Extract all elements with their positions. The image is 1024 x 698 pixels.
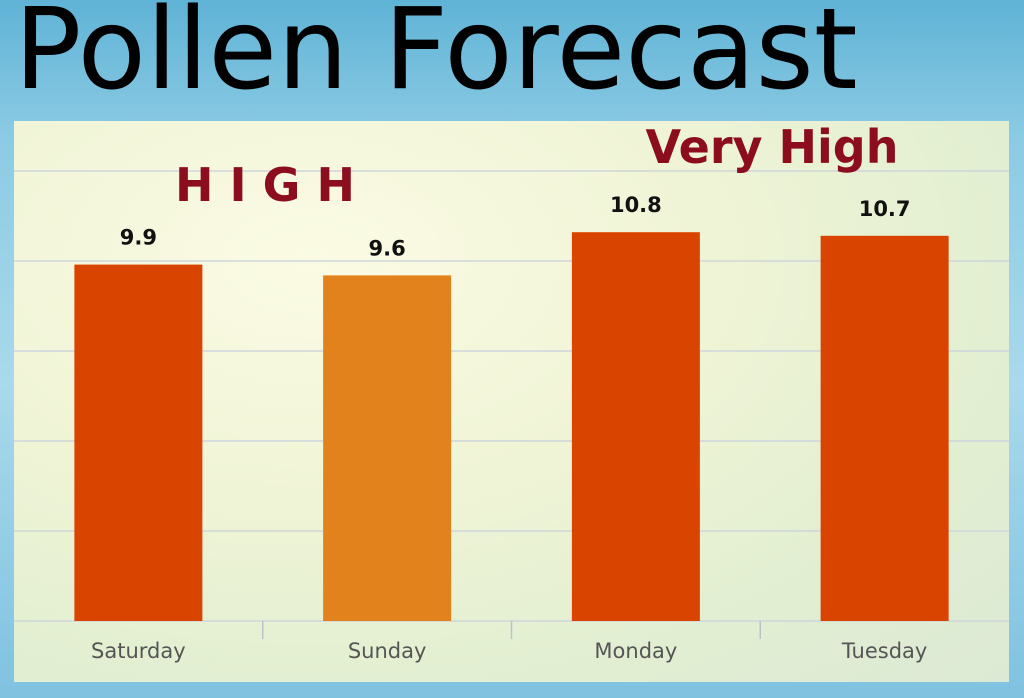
annotation-very-high: Very High: [646, 120, 899, 174]
bars: [74, 232, 949, 622]
page-title: Pollen Forecast: [14, 0, 858, 115]
data-label: 9.6: [369, 236, 406, 260]
data-labels: 9.9 9.6 10.8 10.7: [120, 193, 911, 260]
data-label: 10.7: [859, 197, 911, 221]
data-label: 10.8: [610, 193, 662, 217]
x-tick-label: Sunday: [348, 639, 427, 663]
bar-saturday: [74, 264, 203, 621]
bar-sunday: [323, 275, 452, 621]
annotations: H I G H Very High: [175, 120, 898, 212]
bar-monday: [571, 232, 700, 621]
data-label: 9.9: [120, 226, 157, 250]
x-tick-label: Saturday: [91, 639, 186, 663]
annotation-high: H I G H: [175, 158, 355, 212]
x-tick-label: Monday: [594, 639, 677, 663]
x-tick-label: Tuesday: [841, 639, 927, 663]
bar-tuesday: [820, 235, 949, 622]
x-tick-labels: Saturday Sunday Monday Tuesday: [91, 639, 927, 663]
